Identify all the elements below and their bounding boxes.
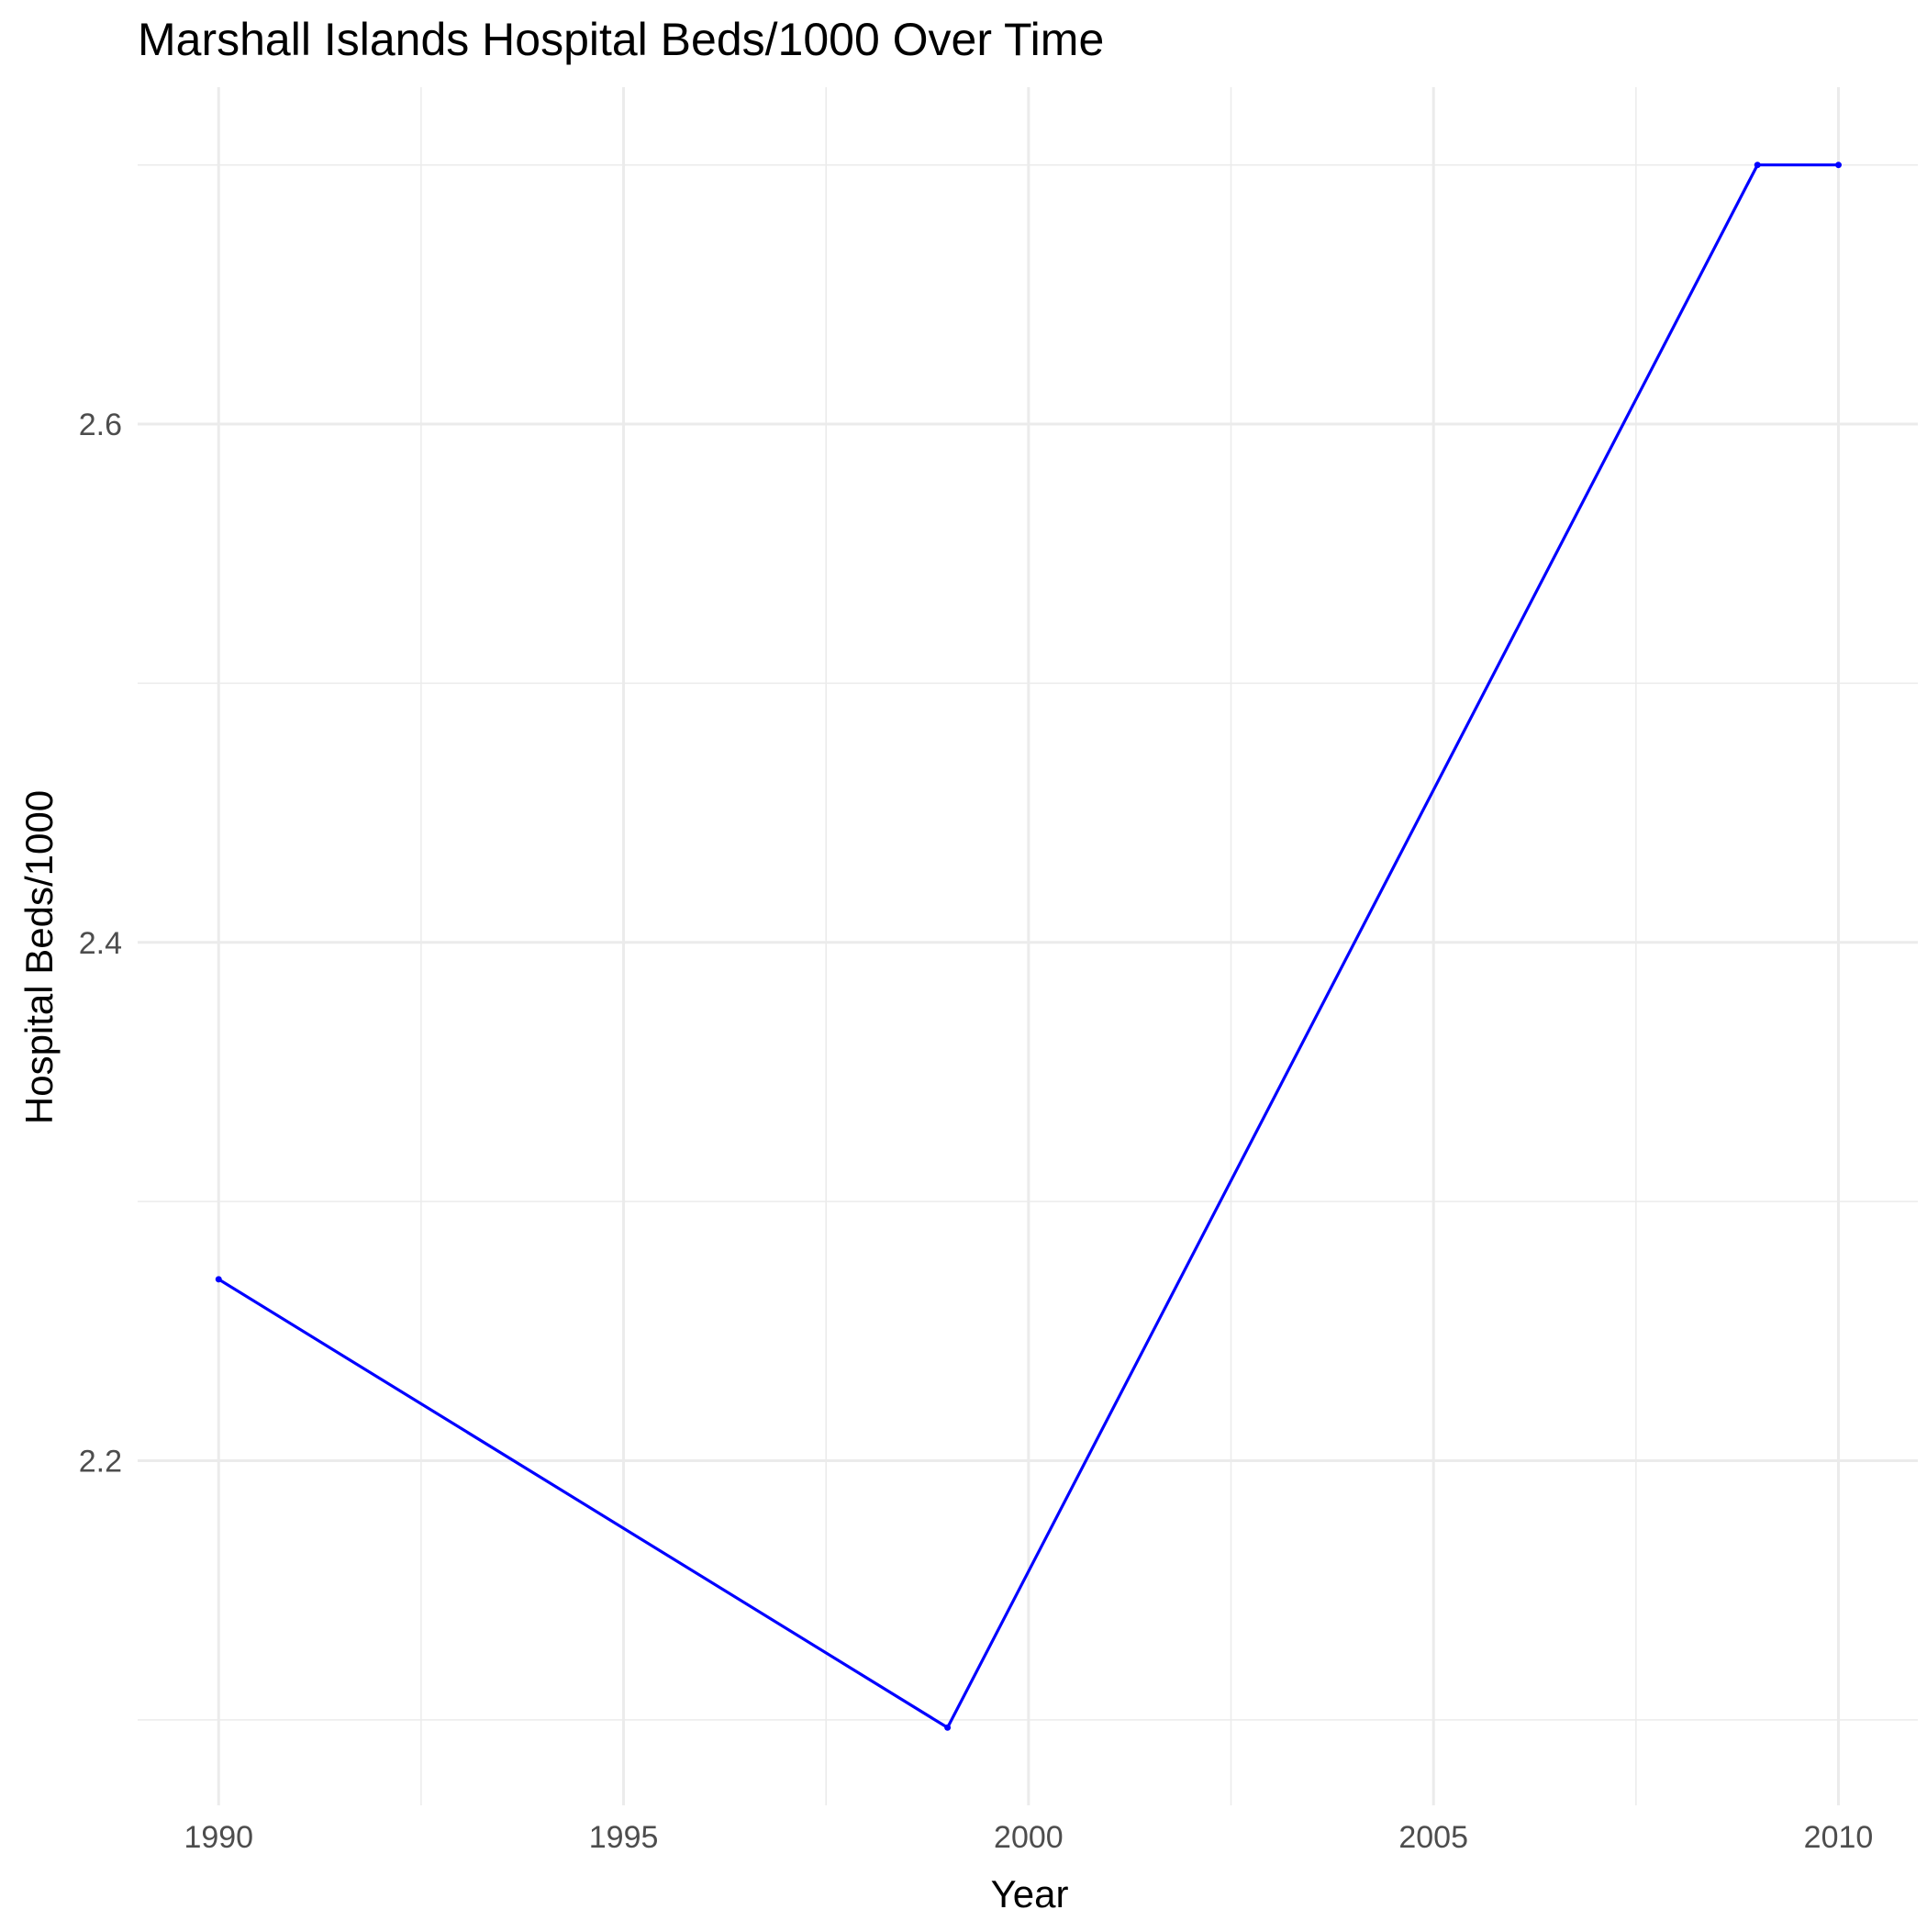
x-tick-label: 2005 xyxy=(1398,1820,1468,1855)
x-tick-label: 2000 xyxy=(994,1820,1064,1855)
series-layer xyxy=(215,162,1843,1731)
data-point xyxy=(1835,162,1843,169)
data-point xyxy=(944,1724,952,1731)
y-tick-label: 2.2 xyxy=(79,1444,122,1479)
data-point xyxy=(215,1276,222,1283)
series-line xyxy=(217,163,1841,1729)
y-tick-label: 2.6 xyxy=(79,408,122,442)
grid-layer xyxy=(138,87,1918,1805)
y-tick-label: 2.4 xyxy=(79,926,122,961)
tick-layer: 1990 1995 2000 2005 2010 2.2 2.4 2.6 xyxy=(79,408,1874,1855)
y-axis-title: Hospital Beds/1000 xyxy=(17,790,61,1124)
x-tick-label: 2010 xyxy=(1804,1820,1874,1855)
x-tick-label: 1990 xyxy=(184,1820,253,1855)
chart-title: Marshall Islands Hospital Beds/1000 Over… xyxy=(138,14,1104,65)
data-point xyxy=(1754,162,1761,169)
x-axis-title: Year xyxy=(991,1872,1069,1915)
x-tick-label: 1995 xyxy=(589,1820,659,1855)
